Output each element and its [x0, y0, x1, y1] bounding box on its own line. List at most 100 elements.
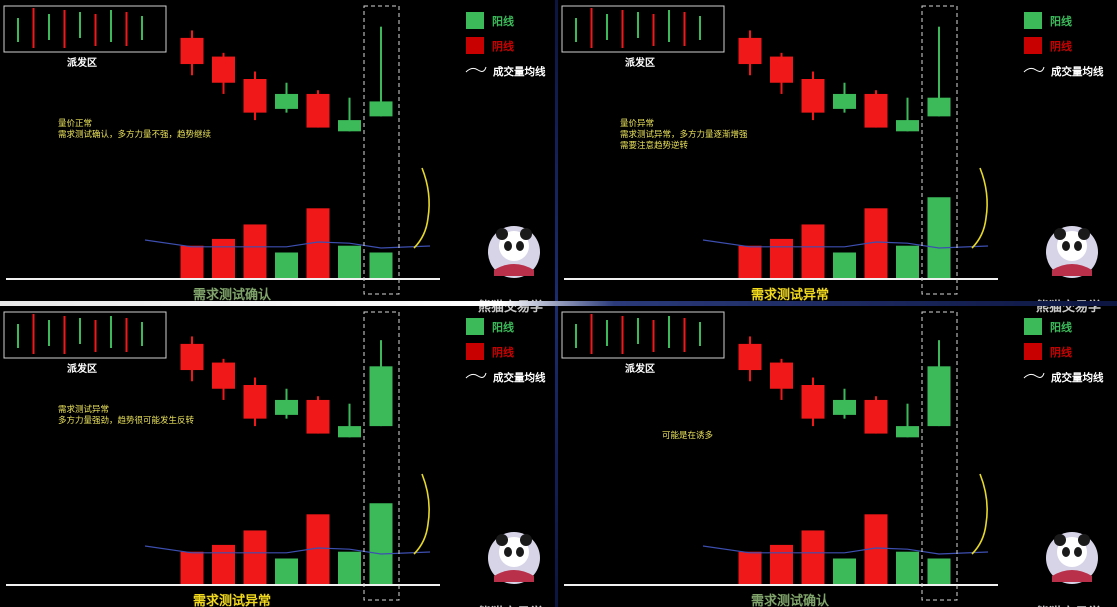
volume-bar: [180, 245, 204, 278]
panda-eye-right: [516, 547, 524, 557]
legend-ma-label: 成交量均线: [493, 371, 546, 384]
panda-ear-left: [496, 534, 508, 546]
legend-bear-swatch: [1024, 343, 1042, 360]
candle-body: [833, 93, 856, 109]
annotation-note-2: 需求测试确认，多方力量不强，趋势继续: [58, 129, 212, 140]
panda-icon: [488, 532, 540, 584]
volume-bar: [801, 530, 825, 584]
legend-bull-label: 阳线: [1050, 320, 1072, 334]
legend-bear-label: 阴线: [492, 39, 514, 53]
candle-body: [801, 79, 825, 113]
panda-face: [1057, 231, 1087, 261]
panda-ear-right: [520, 228, 532, 240]
panda-eye-right: [516, 241, 524, 251]
volume-bar: [306, 514, 330, 584]
volume-series: [180, 503, 393, 584]
ma-line-icon: [465, 372, 487, 379]
panda-icon: [1046, 226, 1098, 278]
candlestick-series: [738, 336, 951, 438]
candle-body: [896, 120, 919, 132]
panda-body: [1052, 264, 1092, 276]
candle-body: [243, 385, 267, 419]
panda-eye-left: [1062, 241, 1070, 251]
volume-series: [180, 208, 393, 278]
hand-drawn-bracket: [413, 167, 430, 249]
annotation-note-1: 量价正常: [58, 118, 92, 129]
legend-bear-label: 阴线: [1050, 345, 1072, 359]
distribution-zone-thumbnail: [3, 311, 167, 359]
volume-bar: [369, 252, 393, 278]
candle-body: [306, 93, 330, 128]
candle-body: [180, 343, 204, 371]
watermark: 熊猫交易学: [1036, 605, 1101, 607]
hand-drawn-bracket: [971, 473, 988, 555]
annotation-note-1: 需求测试异常: [58, 404, 109, 415]
candle-body: [738, 37, 762, 65]
candle-body: [212, 362, 235, 389]
distribution-zone-thumbnail: [3, 5, 167, 53]
volume-bar: [212, 238, 235, 278]
legend-ma-label: 成交量均线: [1051, 65, 1104, 78]
distribution-zone-label: 派发区: [625, 362, 655, 375]
annotation-note-2: 需求测试异常，多方力量逐渐增强: [620, 129, 748, 140]
panda-eye-left: [1062, 547, 1070, 557]
volume-bar: [864, 514, 888, 584]
candle-body: [833, 399, 856, 415]
volume-bar: [275, 558, 298, 584]
legend-ma-label: 成交量均线: [493, 65, 546, 78]
volume-ma-line: [144, 545, 431, 555]
candle-body: [864, 93, 888, 128]
legend-bear-swatch: [466, 37, 484, 54]
panda-eye-right: [1074, 547, 1082, 557]
volume-bar: [896, 245, 919, 278]
candle-body: [369, 101, 393, 117]
legend-bear-swatch: [1024, 37, 1042, 54]
candle-body: [338, 120, 361, 132]
panda-face: [499, 231, 529, 261]
volume-ma-line: [702, 239, 989, 249]
annotation-note-3: 需要注意趋势逆转: [620, 140, 689, 151]
panda-icon: [488, 226, 540, 278]
distribution-zone-thumbnail: [561, 311, 725, 359]
volume-ma-line: [702, 545, 989, 555]
volume-bar: [927, 558, 951, 584]
candle-body: [896, 426, 919, 438]
distribution-zone-frame: [3, 5, 167, 53]
candle-body: [243, 79, 267, 113]
distribution-zone-frame: [561, 5, 725, 53]
watermark: 熊猫交易学: [478, 605, 543, 607]
panda-ear-left: [496, 228, 508, 240]
candle-body: [738, 343, 762, 371]
legend-bear-swatch: [466, 343, 484, 360]
legend-bull-swatch: [1024, 12, 1042, 29]
distribution-zone-label: 派发区: [625, 56, 655, 69]
volume-bar: [180, 551, 204, 584]
highlight-box: [921, 5, 958, 295]
volume-bar: [770, 238, 793, 278]
volume-bar: [738, 551, 762, 584]
distribution-zone-thumbnail: [561, 5, 725, 53]
volume-bar: [275, 252, 298, 278]
volume-bar: [833, 558, 856, 584]
candlestick-series: [180, 26, 393, 132]
candle-body: [369, 366, 393, 427]
ma-line-icon: [1023, 372, 1045, 379]
distribution-zone-label: 派发区: [67, 362, 97, 375]
distribution-zone-frame: [561, 311, 725, 359]
volume-bar: [896, 551, 919, 584]
ma-line-icon: [1023, 66, 1045, 73]
volume-bar: [801, 224, 825, 278]
highlight-box: [363, 311, 400, 601]
panel-caption: 需求测试异常: [751, 287, 829, 303]
panda-ear-right: [520, 534, 532, 546]
volume-series: [738, 197, 951, 278]
annotation-note-1: 可能是在诱多: [662, 430, 714, 441]
panda-icon: [1046, 532, 1098, 584]
volume-bar: [306, 208, 330, 278]
